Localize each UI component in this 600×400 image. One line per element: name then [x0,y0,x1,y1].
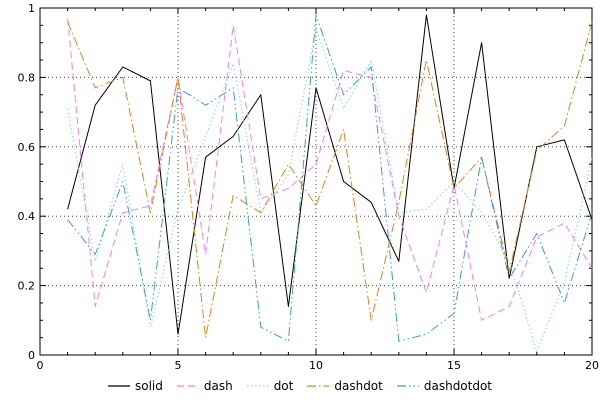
legend-item-dot: dot [246,379,294,393]
y-tick-label: 0.4 [18,210,36,223]
series-line-dashdot [67,21,593,339]
x-tick-label: 5 [175,359,182,372]
legend-sample-line [176,385,199,387]
x-tick-label: 10 [309,359,323,372]
legend-label: dashdotdot [423,379,493,393]
x-tick-label: 15 [447,359,461,372]
x-tick-label: 20 [585,359,599,372]
line-chart: 0 5 10 15 20 0 0.2 0.4 0.6 0.8 1 [18,2,600,372]
y-tick-label: 0.6 [18,141,36,154]
chart-legend: solid dash dot dashdot dashdotdot [0,372,600,400]
legend-label: dot [273,379,294,393]
legend-item-dash: dash [176,379,233,393]
legend-label: solid [134,379,163,393]
series-line-dash [67,18,593,321]
legend-sample-line [107,385,130,387]
y-tick-label: 1 [28,2,35,15]
y-tick-label: 0 [28,349,35,362]
series-line-dashdotdot [67,14,593,342]
legend-sample-line [246,385,269,387]
legend-item-solid: solid [107,379,163,393]
legend-sample-line [307,385,330,387]
y-tick-label: 0.8 [18,71,36,84]
legend-item-dashdot: dashdot [307,379,383,393]
y-tick-label: 0.2 [18,280,36,293]
legend-label: dash [203,379,233,393]
series-line-solid [67,14,593,335]
x-tick-label: 0 [37,359,44,372]
legend-sample-line [396,385,419,387]
legend-item-dashdotdot: dashdotdot [396,379,493,393]
legend-label: dashdot [334,379,383,393]
